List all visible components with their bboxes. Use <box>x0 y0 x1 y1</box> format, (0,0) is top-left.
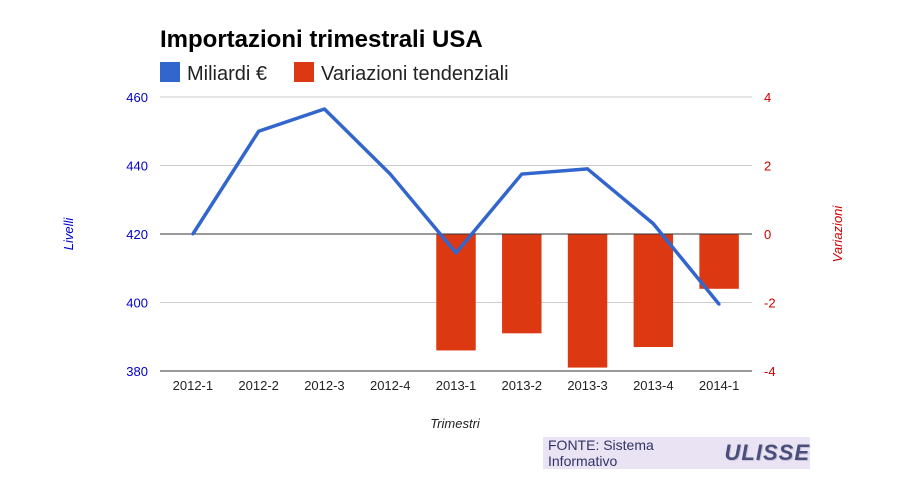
source-text: FONTE: Sistema Informativo <box>548 437 654 469</box>
line-point <box>191 232 195 236</box>
right-tick-label: 0 <box>764 227 771 242</box>
right-axis-title: Variazioni <box>830 205 845 263</box>
line-point <box>257 129 261 133</box>
x-tick-label: 2014-1 <box>699 378 739 393</box>
line-point <box>388 172 392 176</box>
legend-label-bar: Variazioni tendenziali <box>321 63 509 85</box>
right-axis-ticks: -4 -2 0 2 4 <box>764 90 776 379</box>
right-tick-label: -2 <box>764 296 776 311</box>
ulisse-logo: ULISSE <box>724 440 810 465</box>
line-point <box>454 251 458 255</box>
x-tick-label: 2012-4 <box>370 378 410 393</box>
source-box: FONTE: Sistema Informativo ULISSE <box>543 437 810 469</box>
legend-swatch-line <box>160 62 180 82</box>
line-point <box>717 302 721 306</box>
left-tick-label: 460 <box>126 90 148 105</box>
right-tick-label: 4 <box>764 90 771 105</box>
x-axis-ticks: 2012-1 2012-2 2012-3 2012-4 2013-1 2013-2 2013… <box>173 378 740 393</box>
left-tick-label: 380 <box>126 364 148 379</box>
left-axis-title: Livelli <box>61 217 76 251</box>
legend: Miliardi € Variazioni tendenziali <box>160 62 509 85</box>
x-tick-label: 2012-3 <box>304 378 344 393</box>
legend-label-line: Miliardi € <box>187 63 267 85</box>
x-tick-label: 2013-1 <box>436 378 476 393</box>
left-tick-label: 420 <box>126 227 148 242</box>
left-axis-ticks: 380 400 420 440 460 <box>126 90 148 379</box>
line-point <box>651 222 655 226</box>
line-point <box>322 107 326 111</box>
right-tick-label: 2 <box>764 159 771 174</box>
x-tick-label: 2012-2 <box>238 378 278 393</box>
x-tick-label: 2013-3 <box>567 378 607 393</box>
x-tick-label: 2012-1 <box>173 378 213 393</box>
left-tick-label: 440 <box>126 159 148 174</box>
line-series <box>191 107 721 306</box>
x-tick-label: 2013-4 <box>633 378 673 393</box>
line-point <box>586 167 590 171</box>
right-tick-label: -4 <box>764 364 776 379</box>
bar <box>567 234 608 368</box>
chart-title: Importazioni trimestrali USA <box>160 26 483 53</box>
left-tick-label: 400 <box>126 296 148 311</box>
x-tick-label: 2013-2 <box>502 378 542 393</box>
line-point <box>520 172 524 176</box>
legend-swatch-bar <box>294 62 314 82</box>
bar <box>502 234 542 334</box>
bar <box>699 234 739 289</box>
x-axis-title: Trimestri <box>430 416 481 431</box>
bar <box>633 234 674 348</box>
bar-series <box>436 234 739 368</box>
